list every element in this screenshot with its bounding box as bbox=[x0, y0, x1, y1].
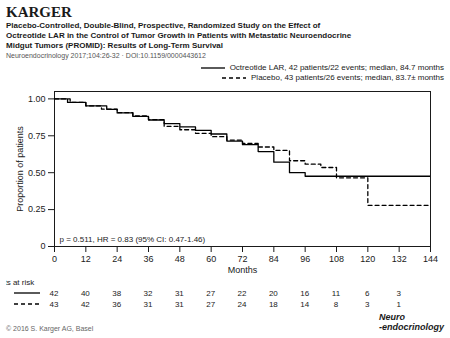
html-text:Octreotide LAR in the Control: Octreotide LAR in the Control of Tumor G… bbox=[6, 31, 352, 40]
svg-text:6: 6 bbox=[365, 289, 370, 298]
svg-text:120: 120 bbox=[360, 254, 375, 264]
svg-text:Patients at risk: Patients at risk bbox=[6, 278, 35, 287]
html-text:© 2016 S. Karger AG, Basel: © 2016 S. Karger AG, Basel bbox=[6, 325, 94, 332]
svg-text:p = 0.511, HR = 0.83 (95% CI:: p = 0.511, HR = 0.83 (95% CI: 0.47-1.46) bbox=[60, 235, 206, 244]
svg-text:0: 0 bbox=[52, 254, 57, 264]
svg-text:3: 3 bbox=[365, 300, 370, 309]
html-text:Neuro: Neuro bbox=[379, 312, 405, 322]
svg-text:40: 40 bbox=[81, 289, 90, 298]
svg-text:22: 22 bbox=[238, 289, 247, 298]
html-text:Placebo, 43 patients/26 events: Placebo, 43 patients/26 events; median, … bbox=[251, 73, 444, 82]
svg-text:31: 31 bbox=[144, 300, 153, 309]
svg-text:31: 31 bbox=[175, 300, 184, 309]
svg-text:Months: Months bbox=[228, 265, 258, 275]
svg-text:16: 16 bbox=[300, 289, 309, 298]
svg-text:32: 32 bbox=[144, 289, 153, 298]
svg-text:18: 18 bbox=[269, 300, 278, 309]
svg-text:108: 108 bbox=[329, 254, 344, 264]
svg-text:31: 31 bbox=[175, 289, 184, 298]
svg-text:0.50: 0.50 bbox=[28, 168, 46, 178]
svg-text:42: 42 bbox=[50, 289, 59, 298]
html-text:Midgut Tumors (PROMID): Result: Midgut Tumors (PROMID): Results of Long-… bbox=[6, 41, 223, 50]
svg-text:1.00: 1.00 bbox=[28, 94, 46, 104]
svg-text:84: 84 bbox=[269, 254, 279, 264]
svg-text:12: 12 bbox=[81, 254, 91, 264]
html-text:Octreotide LAR, 42 patients/22: Octreotide LAR, 42 patients/22 events; m… bbox=[229, 63, 444, 72]
svg-text:132: 132 bbox=[392, 254, 407, 264]
svg-text:43: 43 bbox=[50, 300, 59, 309]
svg-text:42: 42 bbox=[81, 300, 90, 309]
svg-text:3: 3 bbox=[396, 289, 401, 298]
html-text:KARGER: KARGER bbox=[6, 4, 72, 20]
svg-text:24: 24 bbox=[238, 300, 247, 309]
html-text:Placebo-Controlled, Double-Bli: Placebo-Controlled, Double-Blind, Prospe… bbox=[6, 21, 321, 30]
svg-text:144: 144 bbox=[423, 254, 438, 264]
svg-text:24: 24 bbox=[112, 254, 122, 264]
svg-text:27: 27 bbox=[206, 300, 215, 309]
svg-text:14: 14 bbox=[300, 300, 309, 309]
svg-text:0.25: 0.25 bbox=[28, 204, 46, 214]
svg-text:36: 36 bbox=[143, 254, 153, 264]
svg-text:48: 48 bbox=[175, 254, 185, 264]
svg-text:20: 20 bbox=[269, 289, 278, 298]
svg-text:8: 8 bbox=[334, 300, 339, 309]
svg-text:36: 36 bbox=[112, 300, 121, 309]
svg-text:Proportion of patients: Proportion of patients bbox=[15, 126, 25, 212]
svg-text:11: 11 bbox=[332, 289, 341, 298]
html-text:-endocrinology: -endocrinology bbox=[379, 322, 444, 332]
svg-text:27: 27 bbox=[206, 289, 215, 298]
html-text:Neuroendocrinology 2017;104:26: Neuroendocrinology 2017;104:26-32 · DOI:… bbox=[6, 52, 206, 59]
svg-text:96: 96 bbox=[300, 254, 310, 264]
svg-text:60: 60 bbox=[206, 254, 216, 264]
svg-text:1: 1 bbox=[396, 300, 401, 309]
svg-text:72: 72 bbox=[237, 254, 247, 264]
svg-text:0: 0 bbox=[40, 241, 45, 251]
svg-text:38: 38 bbox=[112, 289, 121, 298]
svg-text:0.75: 0.75 bbox=[28, 131, 46, 141]
